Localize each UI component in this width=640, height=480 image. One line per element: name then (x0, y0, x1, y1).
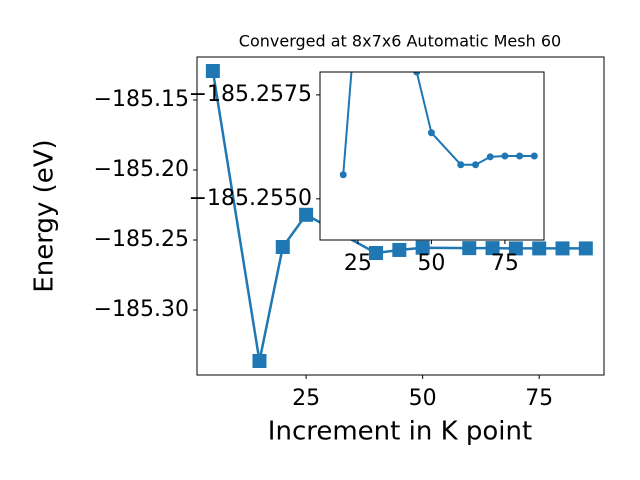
marker (555, 241, 570, 256)
marker (486, 153, 494, 161)
y-tick-label: −185.2575 (189, 82, 312, 107)
chart-title: Converged at 8x7x6 Automatic Mesh 60 (239, 32, 561, 51)
x-tick-label: 50 (417, 251, 445, 276)
x-tick-label: 75 (525, 386, 553, 411)
y-axis-label: Energy (eV) (30, 139, 60, 292)
marker (472, 161, 480, 169)
marker (516, 152, 524, 160)
x-tick-label: 50 (409, 386, 437, 411)
series-line (342, 72, 535, 175)
marker (427, 129, 435, 137)
marker (413, 72, 421, 76)
y-tick-label: −185.2550 (189, 186, 312, 211)
marker (415, 240, 430, 255)
marker (578, 241, 593, 256)
marker (530, 152, 538, 160)
plot-area (339, 72, 538, 179)
marker (205, 64, 220, 79)
marker (392, 242, 407, 257)
marker (252, 353, 267, 368)
marker (339, 171, 347, 179)
x-axis-label: Increment in K point (268, 417, 532, 447)
y-tick-label: −185.20 (94, 157, 189, 182)
x-tick-label: 75 (491, 251, 519, 276)
marker (457, 161, 465, 169)
y-tick-label: −185.15 (94, 87, 189, 112)
x-tick-label: 25 (344, 251, 372, 276)
marker (299, 207, 314, 222)
marker (485, 241, 500, 256)
marker (532, 241, 547, 256)
marker (508, 241, 523, 256)
axes-frame (196, 56, 605, 376)
plot-area (205, 64, 593, 368)
marker (275, 240, 290, 255)
marker (501, 152, 509, 160)
marker (369, 246, 384, 261)
y-tick-label: −185.30 (94, 297, 189, 322)
axes-frame (319, 71, 545, 241)
marker (462, 241, 477, 256)
y-tick-label: −185.25 (94, 227, 189, 252)
x-tick-label: 25 (292, 386, 320, 411)
